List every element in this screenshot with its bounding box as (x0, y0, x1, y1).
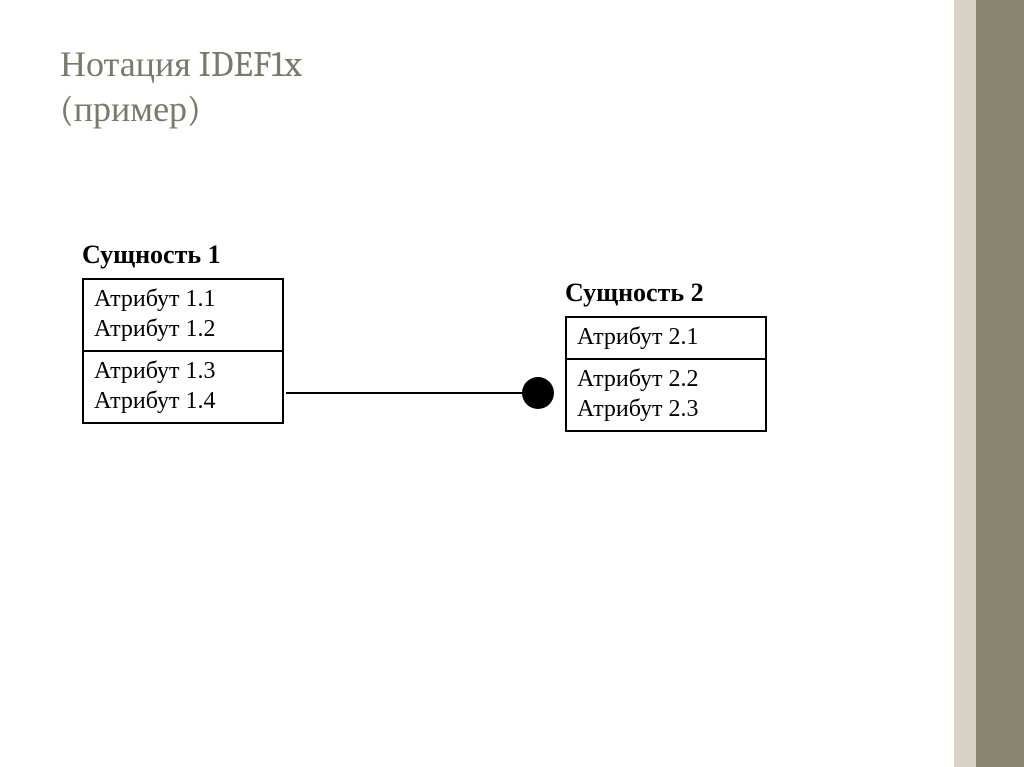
slide-title-line2: (пример) (60, 89, 201, 130)
slide-title: Нотация IDEF1x (пример) (60, 42, 302, 132)
idef1x-diagram: Сущность 1 Атрибут 1.1 Атрибут 1.2 Атриб… (60, 240, 880, 600)
entity-2-section-0: Атрибут 2.1 (567, 318, 765, 358)
entity-1-attr: Атрибут 1.1 (94, 284, 272, 314)
decorative-sidebar-outer (976, 0, 1024, 767)
entity-1-attr: Атрибут 1.4 (94, 386, 272, 416)
decorative-sidebar-inner (954, 0, 976, 767)
entity-1-section-1: Атрибут 1.3 Атрибут 1.4 (84, 350, 282, 422)
entity-2-section-1: Атрибут 2.2 Атрибут 2.3 (567, 358, 765, 430)
entity-2-box: Атрибут 2.1 Атрибут 2.2 Атрибут 2.3 (565, 316, 767, 432)
entity-1-attr: Атрибут 1.3 (94, 356, 272, 386)
entity-1-title: Сущность 1 (82, 240, 284, 270)
relationship-dot-icon (522, 377, 554, 409)
entity-1: Сущность 1 Атрибут 1.1 Атрибут 1.2 Атриб… (82, 240, 284, 424)
entity-1-box: Атрибут 1.1 Атрибут 1.2 Атрибут 1.3 Атри… (82, 278, 284, 424)
entity-2-title: Сущность 2 (565, 278, 767, 308)
entity-1-section-0: Атрибут 1.1 Атрибут 1.2 (84, 280, 282, 350)
entity-1-attr: Атрибут 1.2 (94, 314, 272, 344)
relationship-line (286, 392, 538, 394)
entity-2: Сущность 2 Атрибут 2.1 Атрибут 2.2 Атриб… (565, 278, 767, 432)
entity-2-attr: Атрибут 2.3 (577, 394, 755, 424)
entity-2-attr: Атрибут 2.1 (577, 322, 755, 352)
slide-title-line1: Нотация IDEF1x (60, 44, 302, 85)
entity-2-attr: Атрибут 2.2 (577, 364, 755, 394)
